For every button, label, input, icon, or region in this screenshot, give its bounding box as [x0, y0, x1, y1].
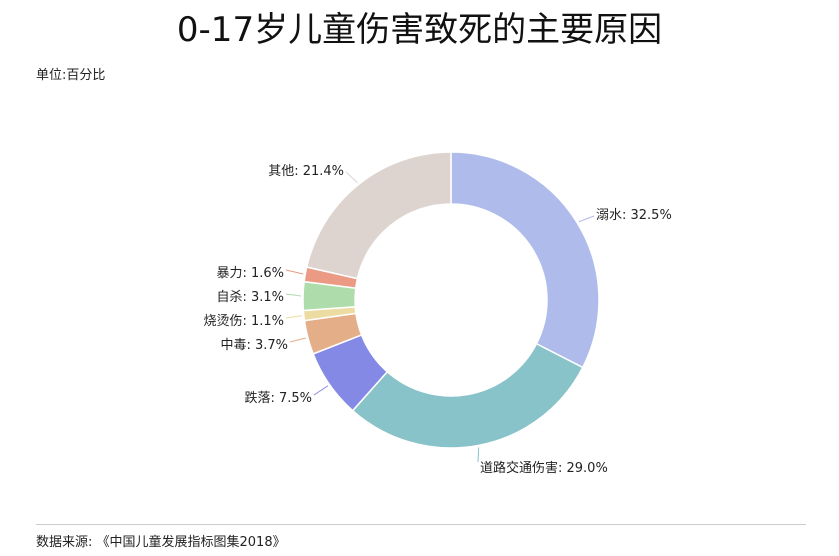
data-source: 数据来源: 《中国儿童发展指标图集2018》: [36, 535, 286, 550]
unit-note: 单位:百分比: [36, 68, 106, 83]
chart-title: 0-17岁儿童伤害致死的主要原因: [176, 10, 663, 50]
slice-label-0: 溺水: 32.5%: [596, 208, 672, 223]
leader-line-7: [345, 171, 358, 184]
slice-labels: 溺水: 32.5% 道路交通伤害: 29.0% 跌落: 7.5% 中毒: 3.7% 烧烫…: [203, 164, 671, 476]
slice-label-6: 暴力: 1.6%: [216, 266, 284, 281]
slice-label-1: 道路交通伤害: 29.0%: [480, 460, 608, 476]
slice-label-4: 烧烫伤: 1.1%: [203, 314, 284, 329]
slice-label-5: 自杀: 3.1%: [216, 290, 284, 305]
leader-line-4: [285, 315, 302, 319]
footer-divider: [36, 524, 806, 525]
slice-label-7: 其他: 21.4%: [268, 164, 344, 179]
slice-label-2: 跌落: 7.5%: [244, 390, 312, 406]
leader-line-0: [578, 215, 595, 223]
leader-line-5: [285, 293, 302, 297]
leader-line-3: [289, 337, 307, 343]
donut-slice-0: [450, 151, 600, 369]
leader-line-2: [313, 385, 329, 396]
donut-slices: [302, 151, 600, 449]
leader-line-1: [477, 447, 480, 463]
slice-label-3: 中毒: 3.7%: [220, 338, 288, 353]
leader-lines: [285, 171, 595, 463]
donut-slice-1: [351, 342, 584, 449]
leader-line-6: [285, 269, 304, 275]
donut-slice-7: [305, 151, 452, 280]
